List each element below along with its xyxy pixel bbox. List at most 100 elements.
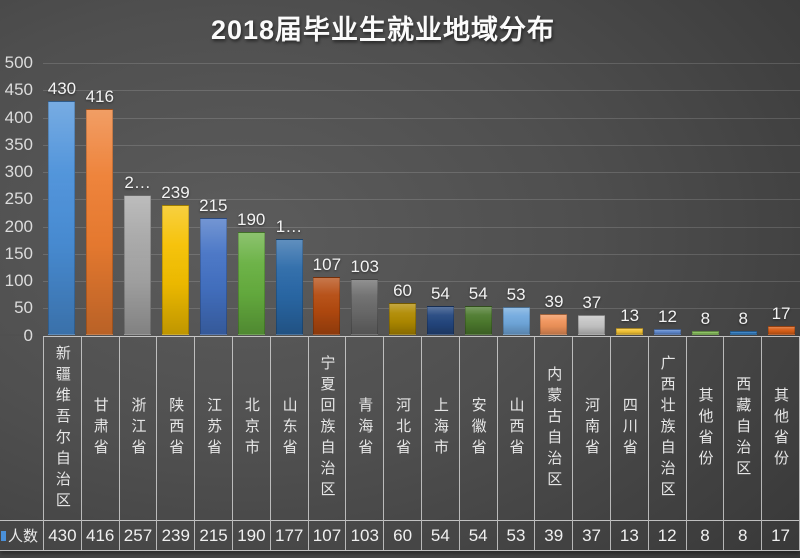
bar-value-label: 107 [312,255,342,275]
bar-河北省[interactable] [389,302,417,336]
gridline-50 [43,308,800,310]
category-label: 江苏省 [195,337,232,520]
y-axis-tick-150: 150 [4,243,33,263]
table-column-浙江省: 浙江省 257 [118,336,157,550]
category-label-text: 其他省份 [772,386,790,471]
table-value-cell: 8 [724,520,762,550]
bar-value-label: 416 [85,86,114,106]
bar-甘肃省[interactable] [86,108,114,336]
bar-新疆维吾尔自治区[interactable] [48,101,76,336]
category-label: 广西壮族自治区 [649,337,686,520]
category-label: 新疆维吾尔自治区 [44,337,81,520]
gridline-450 [43,90,800,92]
table-value-cell: 60 [384,520,421,550]
category-label-text: 甘肃省 [91,397,109,460]
category-label: 四川省 [611,337,648,520]
bar-value-label: 103 [350,257,379,277]
category-label-text: 河南省 [583,397,601,460]
table-column-广西壮族自治区: 广西壮族自治区 12 [647,336,686,550]
bar-青海省[interactable] [351,279,379,336]
table-value-cell: 12 [648,520,686,550]
bar-value-label: 54 [430,284,450,304]
category-label: 西藏自治区 [724,337,761,520]
table-column-山东省: 山东省 177 [269,336,308,550]
table-column-河北省: 河北省 60 [383,336,421,550]
table-value-cell: 37 [573,520,610,550]
category-label: 其他省份 [762,337,799,520]
bar-浙江省[interactable] [124,195,152,336]
series-header-cell: 人数 [0,520,43,550]
bar-安徽省[interactable] [464,306,492,336]
category-label: 宁夏回族自治区 [309,337,346,520]
table-value-cell: 215 [195,520,232,550]
bar-其他省份[interactable] [767,326,795,336]
table-column-甘肃省: 甘肃省 416 [80,336,119,550]
category-label: 河南省 [573,337,610,520]
bar-内蒙古自治区[interactable] [540,314,568,336]
bar-山西省[interactable] [502,306,530,336]
bar-宁夏回族自治区[interactable] [313,277,341,336]
category-label: 安徽省 [460,337,497,520]
gridline-200 [43,226,800,228]
bar-value-label: 2… [124,173,151,193]
bar-上海市[interactable] [426,306,454,336]
category-label-text: 山西省 [507,397,525,460]
bar-value-label: 39 [544,292,564,312]
table-column-其他省份: 其他省份 17 [761,336,800,550]
bar-value-label: 239 [161,183,190,203]
category-label: 山西省 [498,337,535,520]
gridline-250 [43,199,800,201]
gridline-350 [43,144,800,146]
table-column-四川省: 四川省 13 [609,336,648,550]
category-label-text: 西藏自治区 [734,376,752,481]
bar-河南省[interactable] [578,315,606,336]
bar-value-label: 53 [506,284,526,304]
category-label-text: 山东省 [280,397,298,460]
bar-广西壮族自治区[interactable] [654,328,682,336]
bar-山东省[interactable] [275,239,303,336]
table-column-其他省份: 其他省份 8 [685,336,724,550]
bar-value-label: 1… [275,217,303,237]
category-label-text: 江苏省 [205,397,223,460]
table-column-新疆维吾尔自治区: 新疆维吾尔自治区 430 [43,336,81,550]
table-value-cell: 103 [346,520,384,550]
category-label-text: 内蒙古自治区 [545,365,563,492]
y-axis-tick-250: 250 [4,189,33,209]
table-column-西藏自治区: 西藏自治区 8 [723,336,762,550]
table-column-河南省: 河南省 37 [572,336,610,550]
bar-value-label: 12 [658,306,677,326]
table-value-cell: 177 [270,520,308,550]
table-column-内蒙古自治区: 内蒙古自治区 39 [534,336,573,550]
category-label-text: 四川省 [620,397,638,460]
data-table: 人数 新疆维吾尔自治区 430 甘肃省 416 浙江省 257 陕西省 239 江苏省 215 北京… [0,336,800,551]
bar-陕西省[interactable] [161,205,189,336]
y-axis-tick-50: 50 [14,298,33,318]
table-value-cell: 39 [535,520,573,550]
category-label: 上海市 [422,337,459,520]
chart-title: 2018届毕业生就业地域分布 [210,15,556,45]
category-label: 河北省 [384,337,421,520]
bar-江苏省[interactable] [199,218,227,336]
category-label-text: 陕西省 [167,397,185,460]
bar-西藏自治区[interactable] [729,331,757,336]
bar-value-label: 8 [738,309,748,329]
category-label: 浙江省 [120,337,157,520]
bar-四川省[interactable] [616,328,644,336]
bar-北京市[interactable] [237,231,265,336]
y-axis-tick-100: 100 [4,271,33,290]
gridline-100 [43,281,800,282]
table-value-cell: 13 [610,520,648,550]
series-legend-key-icon [1,530,6,541]
table-column-江苏省: 江苏省 215 [194,336,232,550]
bar-其他省份[interactable] [691,331,719,336]
category-label-text: 浙江省 [129,397,147,460]
category-label: 青海省 [346,337,383,520]
y-axis-tick-300: 300 [4,162,33,181]
category-label-text: 安徽省 [469,397,487,460]
table-value-cell: 53 [497,520,535,550]
y-axis-tick-400: 400 [4,107,33,127]
category-label: 山东省 [271,337,308,520]
gridline-500 [43,63,800,64]
y-axis-tick-0: 0 [23,325,33,345]
